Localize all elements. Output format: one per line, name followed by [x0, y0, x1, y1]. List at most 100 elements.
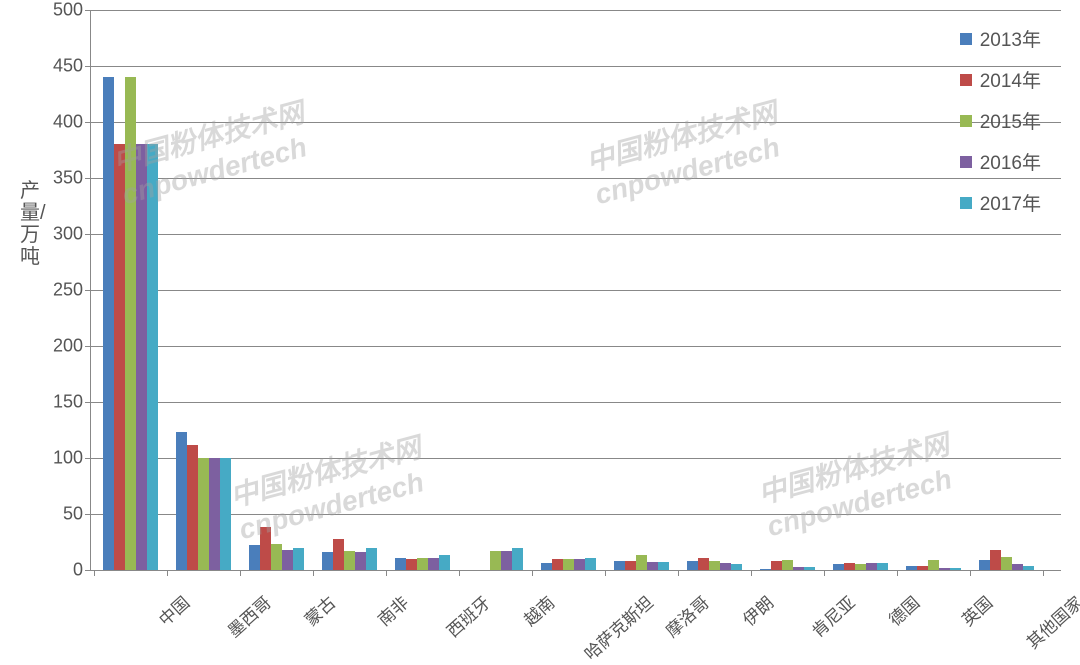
bar [490, 551, 501, 570]
bar [552, 559, 563, 570]
bar [709, 561, 720, 570]
bar-group [249, 527, 304, 570]
bar [260, 527, 271, 570]
bar [541, 563, 552, 570]
bar [428, 558, 439, 570]
bar [979, 560, 990, 570]
legend-label: 2017年 [980, 189, 1041, 216]
legend-label: 2015年 [980, 107, 1041, 134]
bar [866, 563, 877, 570]
bar [939, 568, 950, 570]
legend-item: 2016年 [960, 148, 1041, 175]
bar [282, 550, 293, 570]
bar [782, 560, 793, 570]
bar [771, 561, 782, 570]
x-tick-label: 越南 [499, 570, 558, 631]
legend-swatch [960, 156, 972, 168]
y-tick-label: 100 [53, 448, 91, 469]
x-tick-label: 蒙古 [280, 570, 339, 631]
x-tick-label: 西班牙 [422, 570, 494, 642]
bar [793, 567, 804, 570]
bar [563, 559, 574, 570]
y-tick-label: 450 [53, 56, 91, 77]
bar [950, 568, 961, 570]
bar [209, 458, 220, 570]
bar [636, 555, 647, 570]
bar-group [687, 558, 742, 570]
legend-swatch [960, 115, 972, 127]
bar [512, 548, 523, 570]
bar [406, 559, 417, 570]
y-tick-label: 50 [63, 504, 91, 525]
bar-group [541, 558, 596, 570]
bar [698, 558, 709, 570]
bar [833, 564, 844, 570]
bar [198, 458, 209, 570]
bar [731, 564, 742, 570]
y-tick-label: 0 [73, 560, 91, 581]
y-tick-label: 150 [53, 392, 91, 413]
legend-swatch [960, 33, 972, 45]
legend-item: 2014年 [960, 66, 1041, 93]
y-tick-label: 400 [53, 112, 91, 133]
bar-group [906, 560, 961, 570]
bar [220, 458, 231, 570]
bar [322, 552, 333, 570]
legend-item: 2015年 [960, 107, 1041, 134]
bar [720, 563, 731, 570]
x-tick-label: 伊朗 [718, 570, 777, 631]
bar [647, 562, 658, 570]
bar-group [395, 555, 450, 570]
bar [366, 548, 377, 570]
y-axis-title: 产量/万吨 [20, 180, 40, 268]
bar [187, 445, 198, 570]
bar [501, 551, 512, 570]
bar [1001, 557, 1012, 570]
legend: 2013年 2014年 2015年 2016年 2017年 [960, 25, 1041, 230]
legend-item: 2017年 [960, 189, 1041, 216]
x-tick-label: 肯尼亚 [787, 570, 859, 642]
bar [1012, 564, 1023, 570]
bar [136, 144, 147, 570]
bar [928, 560, 939, 570]
y-tick-label: 200 [53, 336, 91, 357]
chart-plot-area: 050100150200250300350400450500 中国墨西哥蒙古南非… [90, 10, 1061, 571]
bar [687, 561, 698, 570]
x-tick-label: 南非 [353, 570, 412, 631]
bar [271, 544, 282, 570]
bar-group [103, 77, 158, 570]
bar [804, 567, 815, 570]
bar [395, 558, 406, 570]
bar [990, 550, 1001, 570]
bar [355, 552, 366, 570]
bar [103, 77, 114, 570]
x-tick-label: 墨西哥 [203, 570, 275, 642]
bar [439, 555, 450, 570]
bar [625, 561, 636, 570]
bar [249, 545, 260, 570]
bar [147, 144, 158, 570]
bar [417, 558, 428, 570]
legend-swatch [960, 74, 972, 86]
bar [906, 566, 917, 570]
legend-label: 2014年 [980, 66, 1041, 93]
bar [333, 539, 344, 570]
bar [658, 562, 669, 570]
x-tick-label: 哈萨克斯坦 [560, 570, 657, 665]
x-tick-label: 英国 [937, 570, 996, 631]
bar-group [176, 432, 231, 570]
x-tick-label: 其他国家 [1002, 570, 1080, 653]
y-tick-label: 250 [53, 280, 91, 301]
legend-label: 2013年 [980, 25, 1041, 52]
bar-group [468, 548, 523, 570]
bar [1023, 566, 1034, 570]
bar [125, 77, 136, 570]
bar [760, 569, 771, 570]
bar [917, 566, 928, 570]
bar-group [760, 560, 815, 570]
x-tick-label: 中国 [134, 570, 193, 631]
legend-item: 2013年 [960, 25, 1041, 52]
x-tick-label: 摩洛哥 [641, 570, 713, 642]
bar [293, 548, 304, 570]
bar [614, 561, 625, 570]
